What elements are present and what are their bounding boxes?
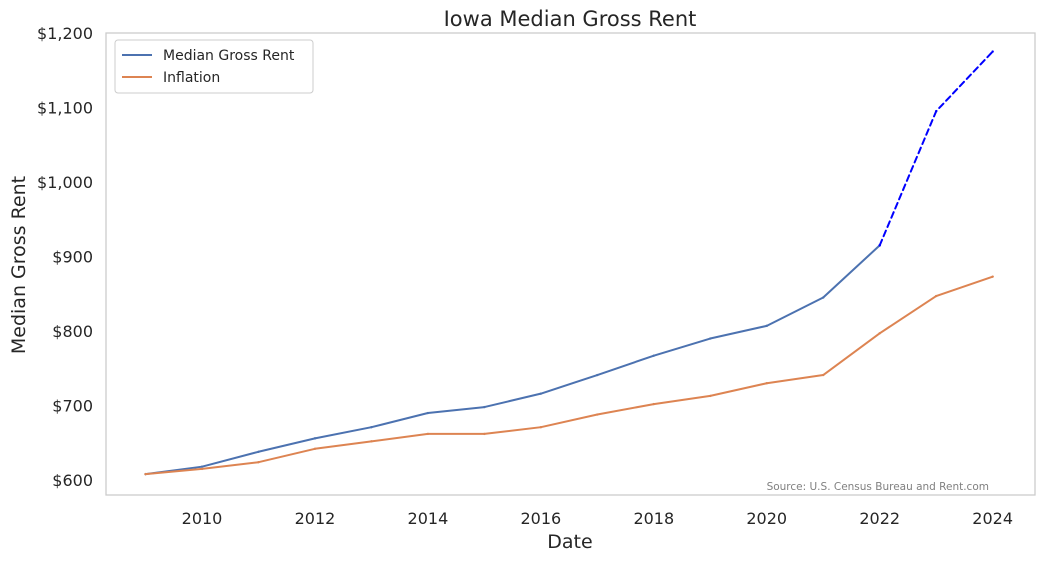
x-tick-label: 2022 (859, 509, 900, 528)
y-tick-label: $1,200 (37, 24, 93, 43)
y-axis-ticks: $600 $700 $800 $900 $1,000 $1,100 $1,200 (37, 24, 93, 490)
data-point-series-2 (991, 50, 994, 53)
data-point-median-gross-rent (539, 392, 543, 395)
series-line-median-gross-rent (144, 244, 881, 476)
data-point-median-gross-rent (483, 405, 486, 409)
data-point-median-gross-rent (370, 425, 373, 429)
data-point-series-2 (878, 244, 881, 247)
data-point-inflation (200, 467, 204, 471)
data-point-median-gross-rent (652, 354, 655, 357)
series-line-series-2 (878, 50, 994, 247)
data-point-median-gross-rent (822, 296, 825, 299)
chart-title: Iowa Median Gross Rent (444, 7, 697, 31)
data-point-inflation (539, 425, 543, 429)
x-tick-label: 2018 (633, 509, 674, 528)
data-point-inflation (483, 432, 486, 436)
data-point-median-gross-rent (426, 411, 430, 415)
y-axis-label: Median Gross Rent (8, 176, 30, 354)
y-tick-label: $800 (52, 322, 93, 341)
series-line-inflation (144, 275, 994, 476)
y-tick-label: $1,000 (37, 173, 93, 192)
y-tick-label: $700 (52, 397, 93, 416)
data-point-inflation (878, 332, 881, 335)
data-point-inflation (709, 394, 712, 398)
x-tick-label: 2024 (972, 509, 1013, 528)
data-point-series-2 (934, 110, 938, 113)
data-point-inflation (822, 373, 825, 377)
data-point-inflation (991, 275, 994, 278)
data-point-median-gross-rent (200, 465, 204, 468)
x-tick-label: 2016 (520, 509, 561, 528)
source-annotation: Source: U.S. Census Bureau and Rent.com (767, 481, 989, 493)
legend-label-inflation: Inflation (163, 70, 220, 86)
data-point-inflation (652, 402, 655, 406)
x-tick-label: 2014 (408, 509, 449, 528)
series-layer (144, 50, 994, 476)
data-point-inflation (934, 294, 938, 298)
x-tick-label: 2012 (295, 509, 336, 528)
data-point-inflation (765, 382, 768, 385)
data-point-median-gross-rent (596, 373, 599, 377)
data-point-inflation (144, 472, 147, 476)
y-tick-label: $900 (52, 248, 93, 267)
legend-frame (114, 39, 314, 94)
y-tick-label: $1,100 (37, 99, 93, 118)
data-point-median-gross-rent (709, 337, 712, 340)
plot-frame (105, 32, 1036, 496)
data-point-median-gross-rent (313, 437, 317, 440)
x-tick-label: 2010 (182, 509, 223, 528)
data-point-inflation (596, 413, 599, 416)
data-point-inflation (426, 432, 430, 436)
legend-label-median-gross-rent: Median Gross Rent (163, 48, 295, 64)
data-point-median-gross-rent (257, 450, 260, 453)
x-axis-ticks: 2010 2012 2014 2016 2018 2020 2022 2024 (182, 509, 1013, 528)
x-axis-label: Date (547, 531, 592, 553)
legend: Median Gross Rent Inflation (114, 39, 314, 94)
x-tick-label: 2020 (746, 509, 787, 528)
data-point-inflation (257, 461, 260, 464)
y-tick-label: $600 (52, 471, 93, 490)
data-point-median-gross-rent (765, 324, 768, 328)
data-point-inflation (313, 447, 317, 450)
data-point-inflation (370, 440, 373, 443)
